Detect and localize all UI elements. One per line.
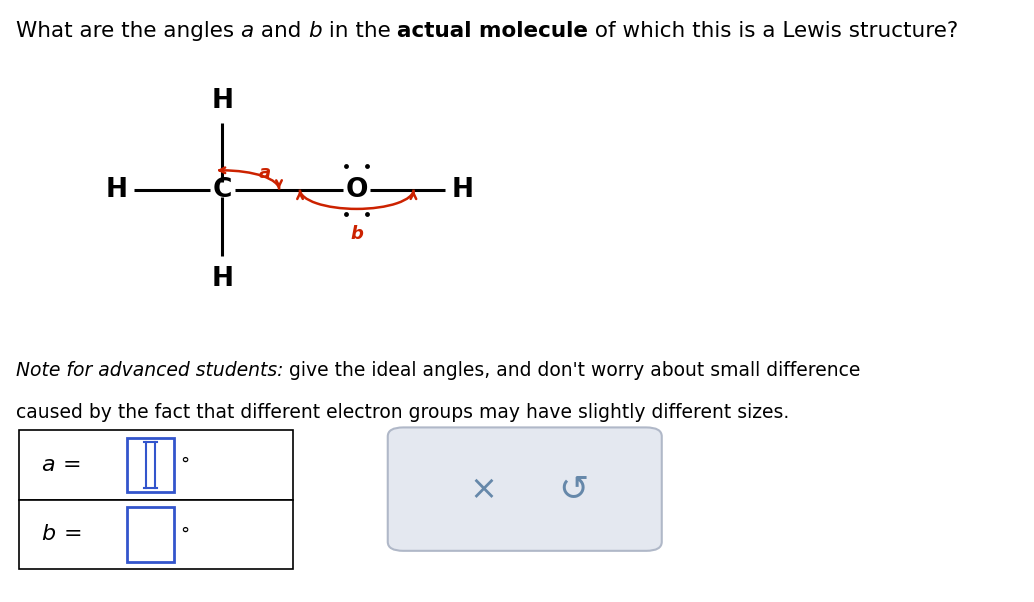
Bar: [127, 438, 174, 492]
Text: b: b: [351, 225, 363, 243]
Text: $b\,=$: $b\,=$: [41, 524, 82, 544]
Text: O: O: [345, 176, 368, 203]
Text: and: and: [253, 21, 308, 41]
Text: $a\,=$: $a\,=$: [41, 455, 82, 475]
Text: ×: ×: [469, 473, 497, 506]
Bar: [127, 507, 174, 562]
Text: in the: in the: [322, 21, 397, 41]
Text: H: H: [211, 265, 234, 292]
Text: Note for advanced students:: Note for advanced students:: [16, 361, 283, 380]
Text: of which this is a Lewis structure?: of which this is a Lewis structure?: [588, 21, 959, 41]
Text: C: C: [213, 176, 232, 203]
Text: a: a: [241, 21, 253, 41]
Text: H: H: [105, 176, 128, 203]
Text: caused by the fact that different electron groups may have slightly different si: caused by the fact that different electr…: [16, 403, 789, 423]
Bar: [19, 500, 293, 569]
Text: H: H: [451, 176, 474, 203]
Text: °: °: [180, 526, 189, 543]
Text: H: H: [211, 87, 234, 114]
Text: a: a: [258, 164, 271, 182]
FancyBboxPatch shape: [388, 427, 662, 551]
Text: What are the angles: What are the angles: [16, 21, 241, 41]
Text: b: b: [308, 21, 322, 41]
Text: actual molecule: actual molecule: [397, 21, 588, 41]
Text: °: °: [180, 456, 189, 474]
Text: ↺: ↺: [558, 472, 588, 506]
Bar: [19, 430, 293, 500]
Text: give the ideal angles, and don't worry about small difference: give the ideal angles, and don't worry a…: [283, 361, 860, 380]
